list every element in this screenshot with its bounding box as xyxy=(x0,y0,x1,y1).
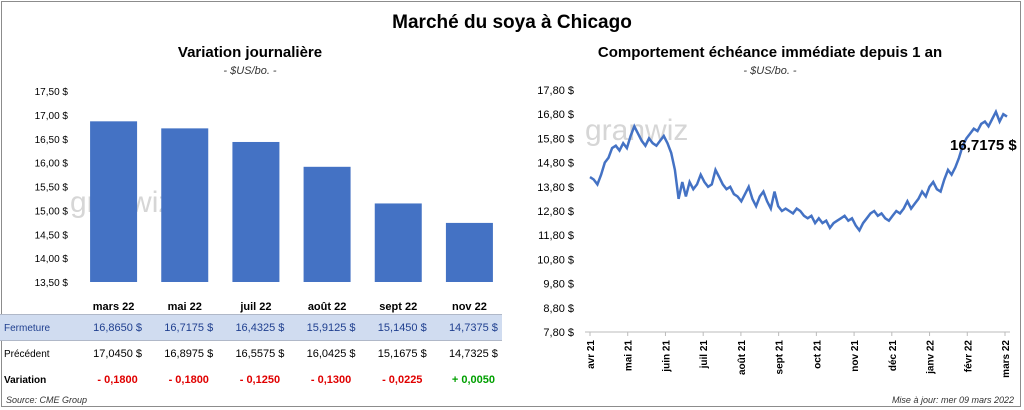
row-label-fermeture: Fermeture xyxy=(4,323,51,334)
bar-ytick-label: 14,00 $ xyxy=(35,254,69,265)
line-xtick-label: avr 21 xyxy=(586,340,597,369)
bar-category-label: mars 22 xyxy=(93,301,135,313)
line-ytick-label: 13,80 $ xyxy=(537,182,574,194)
bar-category-label: sept 22 xyxy=(379,301,417,313)
bar-chart: granwiz 17,50 $17,00 $16,50 $16,00 $15,5… xyxy=(35,87,493,313)
cell-fermeture: 16,7175 $ xyxy=(164,322,213,334)
cell-variation: - 0,1800 xyxy=(169,374,209,386)
bar xyxy=(90,121,138,282)
bar-ytick-label: 15,50 $ xyxy=(35,183,69,194)
line-chart: granwiz 17,80 $16,80 $15,80 $14,80 $13,8… xyxy=(537,85,1017,378)
bar-ytick-label: 16,00 $ xyxy=(35,159,69,170)
cell-variation: - 0,1300 xyxy=(311,374,351,386)
line-xtick-label: sept 21 xyxy=(775,340,786,375)
right-chart-unit: - $US/bo. - xyxy=(743,65,797,77)
row-label-variation: Variation xyxy=(4,375,46,386)
line-ytick-label: 8,80 $ xyxy=(543,303,574,315)
left-chart-unit: - $US/bo. - xyxy=(223,65,277,77)
line-xtick-label: juin 21 xyxy=(661,340,672,373)
bar-category-label: août 22 xyxy=(308,301,347,313)
bar xyxy=(445,222,493,282)
data-table: Fermeture Précédent Variation 16,8650 $ 1… xyxy=(4,322,498,386)
bar-ytick-label: 14,50 $ xyxy=(35,230,69,241)
last-value-label: 16,7175 $ xyxy=(950,137,1017,154)
line-xtick-label: mars 22 xyxy=(1001,340,1012,378)
row-label-precedent: Précédent xyxy=(4,349,50,360)
cell-variation: - 0,1800 xyxy=(97,374,137,386)
bar-ytick-label: 13,50 $ xyxy=(35,278,69,289)
cell-fermeture: 16,4325 $ xyxy=(235,322,284,334)
cell-variation: + 0,0050 xyxy=(452,374,495,386)
line-xtick-label: juil 21 xyxy=(699,340,710,370)
bar xyxy=(374,203,422,282)
line-ytick-label: 10,80 $ xyxy=(537,254,574,266)
line-xtick-label: août 21 xyxy=(737,340,748,375)
bar-ytick-label: 17,50 $ xyxy=(35,87,69,98)
bar-ytick-label: 15,00 $ xyxy=(35,206,69,217)
line-ytick-label: 14,80 $ xyxy=(537,158,574,170)
bar-category-label: mai 22 xyxy=(168,301,202,313)
cell-precedent: 15,1675 $ xyxy=(378,348,427,360)
cell-precedent: 17,0450 $ xyxy=(93,348,142,360)
line-xtick-label: nov 21 xyxy=(850,340,861,372)
update-note: Mise à jour: mer 09 mars 2022 xyxy=(891,395,1014,405)
line-xtick-label: déc 21 xyxy=(888,340,899,372)
left-chart-title: Variation journalière xyxy=(177,44,323,61)
series-line xyxy=(589,108,1008,233)
bar xyxy=(303,166,351,282)
line-ytick-label: 15,80 $ xyxy=(537,133,574,145)
bar xyxy=(232,141,280,282)
line-xtick-label: mai 21 xyxy=(624,340,635,372)
cell-fermeture: 15,1450 $ xyxy=(378,322,427,334)
line-ytick-label: 16,80 $ xyxy=(537,109,574,121)
source-note: Source: CME Group xyxy=(6,395,88,405)
bar-ytick-label: 16,50 $ xyxy=(35,135,69,146)
line-ytick-label: 11,80 $ xyxy=(538,230,574,242)
line-xtick-label: oct 21 xyxy=(812,340,823,369)
line-xtick-label: janv 22 xyxy=(926,340,937,375)
bar xyxy=(161,128,209,282)
cell-precedent: 16,8975 $ xyxy=(164,348,213,360)
right-chart-title: Comportement échéance immédiate depuis 1… xyxy=(597,44,943,61)
cell-fermeture: 15,9125 $ xyxy=(307,322,356,334)
main-title: Marché du soya à Chicago xyxy=(392,12,632,33)
cell-precedent: 16,0425 $ xyxy=(307,348,356,360)
cell-fermeture: 16,8650 $ xyxy=(93,322,142,334)
line-ytick-label: 12,80 $ xyxy=(537,206,574,218)
cell-variation: - 0,1250 xyxy=(240,374,280,386)
cell-precedent: 14,7325 $ xyxy=(449,348,498,360)
line-ytick-label: 7,80 $ xyxy=(543,327,574,339)
cell-variation: - 0,0225 xyxy=(382,374,422,386)
cell-precedent: 16,5575 $ xyxy=(235,348,284,360)
bar-category-label: juil 22 xyxy=(239,301,271,313)
bar-category-label: nov 22 xyxy=(452,301,487,313)
bar-ytick-label: 17,00 $ xyxy=(35,111,69,122)
cell-fermeture: 14,7375 $ xyxy=(449,322,498,334)
line-ytick-label: 9,80 $ xyxy=(543,279,574,291)
line-xtick-label: févr 22 xyxy=(963,340,974,373)
line-ytick-label: 17,80 $ xyxy=(537,85,574,97)
row-fermeture-band xyxy=(0,314,502,341)
